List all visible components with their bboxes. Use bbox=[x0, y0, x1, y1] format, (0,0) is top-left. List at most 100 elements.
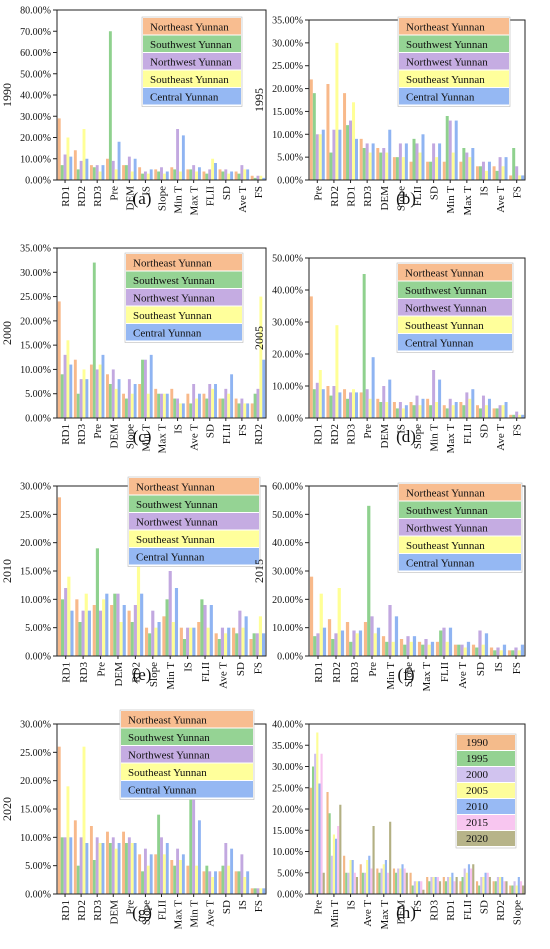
bar bbox=[393, 402, 396, 418]
bar bbox=[352, 102, 355, 180]
bar bbox=[96, 548, 99, 656]
x-tick-label: Ave T bbox=[189, 424, 201, 451]
bar bbox=[499, 405, 502, 418]
bar bbox=[509, 175, 512, 180]
y-tick-label: 15.00% bbox=[20, 567, 51, 578]
bar bbox=[144, 172, 147, 181]
bar bbox=[362, 873, 364, 894]
bar bbox=[382, 148, 385, 180]
bar bbox=[128, 157, 131, 180]
y-tick-label: 30.00% bbox=[272, 318, 303, 329]
bar bbox=[93, 605, 96, 656]
x-tick-label: FLII bbox=[157, 900, 169, 921]
bar bbox=[259, 616, 262, 656]
x-tick-label: DEM bbox=[113, 662, 125, 687]
bar bbox=[259, 176, 262, 180]
x-tick-label: RD3 bbox=[362, 186, 374, 207]
bar bbox=[518, 877, 520, 894]
bar bbox=[230, 172, 233, 181]
bar bbox=[243, 403, 246, 418]
bar bbox=[205, 866, 208, 894]
legend: Northeast YunnanSouthwest YunnanNorthwes… bbox=[397, 263, 513, 353]
bar bbox=[227, 174, 230, 180]
bar bbox=[224, 389, 227, 418]
bar bbox=[186, 169, 189, 180]
bar bbox=[166, 394, 169, 418]
y-tick-label: 20.00% bbox=[20, 538, 51, 549]
bar bbox=[90, 365, 93, 418]
bar bbox=[429, 162, 432, 180]
bar bbox=[257, 176, 260, 180]
bar bbox=[120, 622, 123, 656]
y-axis-label: 1995 bbox=[252, 88, 266, 112]
bar bbox=[221, 866, 224, 894]
bar bbox=[154, 854, 157, 894]
bar bbox=[396, 157, 399, 180]
bar bbox=[151, 611, 154, 656]
bar bbox=[319, 370, 322, 418]
bar bbox=[516, 886, 518, 895]
bar bbox=[468, 399, 471, 418]
chart-panel-b: 0.00%5.00%10.00%15.00%20.00%25.00%30.00%… bbox=[252, 16, 525, 216]
y-tick-label: 30.00% bbox=[272, 567, 303, 578]
bar bbox=[128, 611, 131, 656]
bar bbox=[515, 166, 518, 180]
y-tick-label: 20.00% bbox=[272, 595, 303, 606]
x-tick-label: RD2 bbox=[495, 900, 507, 921]
bar bbox=[376, 869, 378, 895]
bar bbox=[106, 374, 109, 418]
bar bbox=[482, 162, 485, 180]
bar bbox=[144, 849, 147, 894]
x-tick-label: Max T bbox=[157, 424, 169, 454]
bar bbox=[219, 871, 222, 894]
x-tick-label: Min T bbox=[445, 186, 457, 214]
bar bbox=[354, 873, 356, 894]
legend: Northeast YunnanSouthwest YunnanNorthwes… bbox=[398, 483, 522, 573]
bar bbox=[69, 837, 72, 894]
y-tick-label: 0.00% bbox=[25, 176, 51, 187]
x-tick-label: Min T bbox=[385, 662, 397, 690]
y-tick-label: 0.00% bbox=[277, 652, 303, 663]
bar bbox=[321, 754, 323, 894]
bar bbox=[364, 622, 367, 656]
bar bbox=[224, 843, 227, 894]
bar bbox=[316, 134, 319, 180]
legend: Northeast YunnanSouthwest YunnanNorthwes… bbox=[142, 17, 242, 107]
bar bbox=[235, 871, 238, 894]
bar bbox=[157, 622, 160, 656]
bar bbox=[382, 386, 385, 418]
bar bbox=[497, 877, 499, 894]
x-tick-label: SD bbox=[205, 424, 217, 438]
y-tick-label: 30.00% bbox=[20, 482, 51, 493]
x-tick-label: Ave T bbox=[217, 662, 229, 689]
bar bbox=[173, 399, 176, 418]
bar bbox=[470, 869, 472, 895]
bar bbox=[352, 860, 354, 894]
y-tick-label: 15.00% bbox=[20, 341, 51, 352]
y-tick-label: 10.00% bbox=[272, 130, 303, 141]
bar bbox=[74, 360, 77, 418]
bar bbox=[115, 849, 118, 894]
bar bbox=[436, 642, 439, 656]
bar bbox=[370, 869, 372, 895]
bar bbox=[449, 877, 451, 894]
y-tick-label: 0.00% bbox=[25, 414, 51, 425]
bar bbox=[392, 642, 395, 656]
bar bbox=[405, 405, 408, 418]
bar bbox=[421, 399, 424, 418]
legend-entry: 1995 bbox=[466, 753, 489, 765]
legend: 1990199520002005201020152020 bbox=[456, 734, 516, 848]
bar bbox=[426, 162, 429, 180]
x-tick-label: Pre bbox=[362, 424, 374, 439]
x-tick-label: SD bbox=[478, 900, 490, 914]
bar bbox=[102, 599, 105, 656]
bar bbox=[189, 169, 192, 180]
bar bbox=[214, 871, 217, 894]
legend-entry: Southeast Yunnan bbox=[128, 767, 207, 779]
bar bbox=[496, 648, 499, 657]
bar bbox=[150, 169, 153, 180]
bar bbox=[118, 142, 121, 180]
legend-entry: Central Yunnan bbox=[136, 552, 205, 564]
bar bbox=[333, 835, 335, 895]
panel-caption: (a) bbox=[133, 189, 152, 208]
